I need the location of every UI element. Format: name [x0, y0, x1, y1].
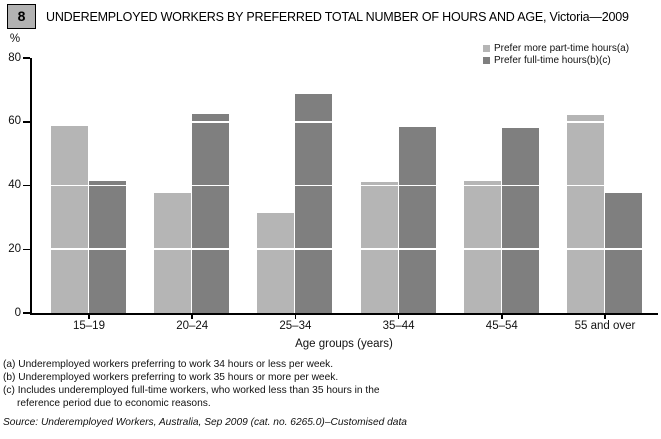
x-axis-category-label: 20–24	[176, 320, 209, 332]
x-axis-category-label: 55 and over	[574, 320, 636, 332]
x-axis-tick	[397, 314, 400, 319]
footnote-line-4: reference period due to economic reasons…	[17, 398, 211, 409]
x-axis-category-label: 35–44	[382, 320, 415, 332]
bar-prefer-full-time-hours-b-c-45-54	[501, 128, 539, 313]
bar-prefer-more-part-time-hours-a-20-24	[154, 193, 192, 313]
gridline-20	[30, 248, 658, 251]
y-axis-tick	[23, 121, 30, 123]
footnotes: (a) Underemployed workers preferring to …	[3, 358, 380, 410]
y-axis-line	[30, 58, 32, 315]
bar-prefer-full-time-hours-b-c-55-and-over	[605, 193, 642, 313]
gridline-60	[30, 120, 658, 123]
bar-prefer-full-time-hours-b-c-20-24	[192, 114, 230, 313]
bar-prefer-more-part-time-hours-a-55-and-over	[567, 115, 604, 313]
chart-legend: Prefer more part-time hours(a) Prefer ful…	[483, 43, 629, 67]
bar-prefer-more-part-time-hours-a-15-19	[51, 126, 88, 313]
y-axis-tick-label: 0	[14, 306, 21, 319]
y-axis-tick	[23, 57, 30, 59]
y-axis-tick	[23, 184, 30, 187]
x-axis-tick	[501, 314, 503, 319]
footnote-line-3: (c) Includes underemployed full-time wor…	[3, 385, 380, 396]
y-axis-tick-label: 40	[8, 179, 21, 191]
x-axis-title: Age groups (years)	[295, 338, 393, 350]
figure-title: UNDEREMPLOYED WORKERS BY PREFERRED TOTAL…	[46, 10, 629, 24]
legend-item-label: Prefer full-time hours(b)(c)	[494, 55, 611, 66]
gridline-40	[30, 184, 658, 187]
legend-swatch-icon	[483, 45, 490, 52]
x-axis-tick	[191, 314, 193, 319]
bar-prefer-full-time-hours-b-c-15-19	[89, 181, 126, 313]
figure-number-badge: 8	[7, 4, 36, 29]
bar-prefer-more-part-time-hours-a-35-44	[360, 182, 398, 313]
footnote-line-1: (a) Underemployed workers preferring to …	[3, 359, 334, 370]
x-axis-tick	[294, 314, 297, 319]
legend-item-prefer-full-time-hours-b-c: Prefer full-time hours(b)(c)	[483, 55, 629, 66]
footnote-line-2: (b) Underemployed workers preferring to …	[3, 372, 339, 383]
bar-prefer-full-time-hours-b-c-25-34	[295, 94, 333, 313]
legend-swatch-icon	[483, 57, 490, 64]
y-axis-tick-label: 80	[8, 51, 21, 64]
legend-item-label: Prefer more part-time hours(a)	[494, 43, 630, 54]
bar-prefer-more-part-time-hours-a-25-34	[257, 213, 295, 313]
y-axis-tick	[23, 248, 30, 250]
y-axis-tick-label: 60	[8, 115, 21, 128]
y-axis-tick-label: 20	[8, 242, 21, 255]
x-axis-tick	[88, 314, 90, 319]
bar-prefer-more-part-time-hours-a-45-54	[463, 181, 501, 313]
y-axis-tick	[23, 312, 30, 314]
x-axis-category-label: 45–54	[485, 320, 518, 332]
x-axis-line	[30, 313, 658, 315]
legend-item-prefer-more-part-time-hours-a: Prefer more part-time hours(a)	[483, 43, 629, 54]
y-axis-unit-label: %	[9, 33, 21, 45]
x-axis-category-label: 15–19	[73, 320, 105, 332]
x-axis-category-label: 25–34	[279, 320, 312, 332]
x-axis-tick	[604, 314, 606, 319]
bar-prefer-full-time-hours-b-c-35-44	[398, 127, 436, 313]
source-line: Source: Underemployed Workers, Australia…	[3, 417, 407, 428]
